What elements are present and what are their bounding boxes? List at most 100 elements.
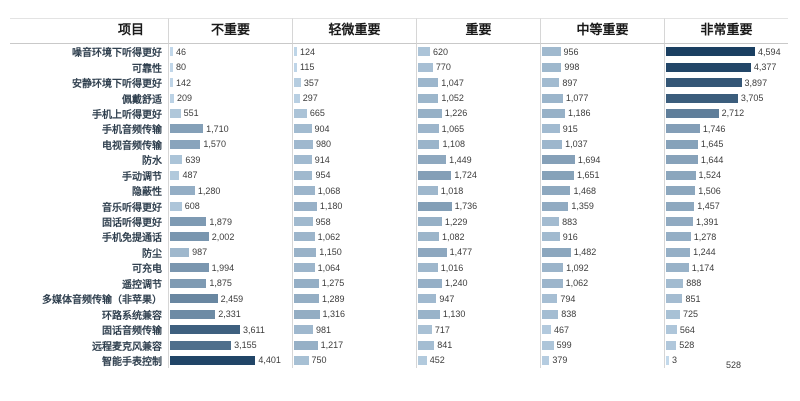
bar-cell: 1,065 [416,121,540,137]
bar [666,232,691,242]
bar [170,93,175,103]
value-label: 2,002 [211,231,235,242]
bar [294,170,313,180]
column-header-3: 重要 [416,18,540,44]
bar [170,186,195,196]
bar-cell: 1,875 [168,275,292,291]
bar-cell: 1,174 [664,260,788,276]
value-label: 3,155 [234,340,257,351]
bar-cell: 987 [168,244,292,261]
row-label: 噪音环境下听得更好 [72,48,162,60]
value-label: 1,047 [441,77,464,88]
bar-cell: 1,016 [416,260,540,276]
value-label: 980 [315,139,332,150]
value-label: 4,377 [753,62,777,73]
bar [666,340,677,350]
row-label: 固话听得更好 [102,218,162,230]
bar [542,47,561,57]
bar-cell: 888 [664,275,788,291]
bar [418,278,443,288]
bar [294,355,309,365]
bar-cell: 1,047 [416,74,540,91]
value-label: 209 [177,93,193,104]
bar [542,78,560,88]
bar-cell: 599 [540,337,664,353]
row-label: 遥控调节 [122,279,162,291]
bar-cell: 1,068 [292,182,416,199]
row-label: 手动调节 [122,171,162,183]
value-label: 794 [560,293,576,304]
bar-cell: 725 [664,306,788,322]
bar [666,355,670,365]
bar [418,139,440,149]
bar [170,294,218,304]
bar-cell: 1,506 [664,182,788,199]
bar [542,325,552,335]
value-label: 1,724 [454,170,477,181]
bar [666,325,677,335]
bar [666,201,695,211]
value-label: 1,052 [441,93,464,104]
value-label: 851 [685,293,701,304]
bar-cell: 115 [292,59,416,75]
bar [666,139,698,149]
bar [666,62,751,72]
value-label: 888 [686,278,702,289]
bar-cell: 904 [292,121,416,137]
bar [418,232,439,242]
value-label: 1,875 [209,278,232,289]
bar-cell: 1,477 [416,244,540,261]
bar [666,309,681,319]
row-label: 防水 [142,156,162,168]
value-label: 4,401 [258,355,281,366]
bar-cell: 841 [416,337,540,353]
bar-cell: 209 [168,90,292,106]
value-label: 1,174 [691,262,715,273]
bar-cell: 883 [540,213,664,230]
value-label: 1,065 [441,123,465,134]
value-label: 750 [311,355,327,366]
bar-cell: 1,226 [416,105,540,122]
row-label: 隐蔽性 [132,187,162,199]
value-label: 897 [562,77,578,88]
bar-cell: 3,611 [168,321,292,338]
bar-cell: 357 [292,74,416,91]
bar-cell: 1,482 [540,244,664,261]
bar [418,340,435,350]
row-label: 音乐听得更好 [102,202,162,214]
value-label: 1,289 [321,293,345,304]
bar-cell: 1,651 [540,167,664,183]
value-label: 467 [554,324,570,335]
bar-cell: 1,694 [540,152,664,168]
bar [542,232,560,242]
value-label: 914 [314,154,330,165]
value-label: 1,524 [698,170,722,181]
value-label: 1,746 [702,123,726,134]
row-label: 手机免提通话 [102,233,162,245]
bar [542,355,550,365]
bar [542,201,569,211]
bar-cell: 4,401 [168,352,292,369]
bar-cell: 1,468 [540,182,664,199]
value-label: 1,016 [440,262,464,273]
bar [294,232,315,242]
value-label: 551 [183,108,199,119]
value-label: 124 [300,46,316,57]
bar [294,124,312,134]
bar-cell: 1,316 [292,306,416,322]
row-label: 可靠性 [132,63,162,75]
bar [294,309,320,319]
bar [170,247,190,257]
bar [418,108,442,118]
bar [666,247,691,257]
row-label: 环路系统兼容 [102,310,162,322]
value-label: 1,482 [573,247,597,258]
value-label: 954 [315,170,331,181]
column-header-2: 轻微重要 [292,18,416,44]
value-label: 1,180 [319,201,343,212]
bar [542,340,554,350]
bar-cell: 452 [416,352,540,369]
bar-cell: 2,002 [168,229,292,245]
bar-cell: 1,746 [664,121,788,137]
value-label: 2,331 [218,309,241,320]
